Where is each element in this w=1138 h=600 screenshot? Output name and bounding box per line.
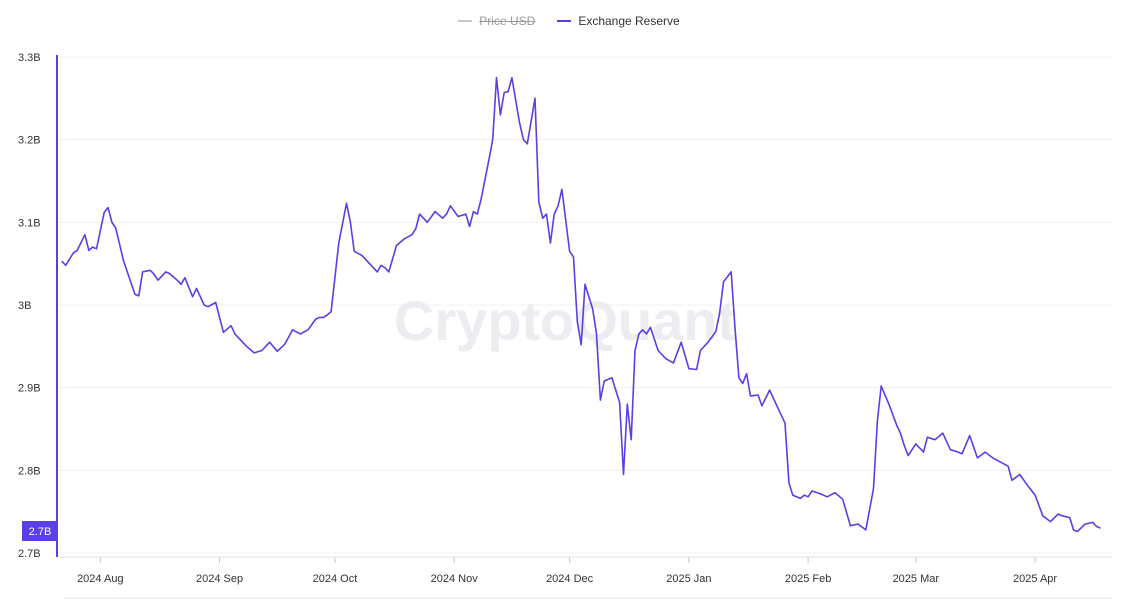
x-tick-label: 2024 Oct xyxy=(313,573,358,585)
x-tick-label: 2025 Jan xyxy=(666,573,711,585)
series-line-exchange-reserve[interactable] xyxy=(61,76,1101,533)
chart-gridlines xyxy=(58,56,1112,554)
y-tick-label: 3.1B xyxy=(18,217,41,229)
y-tick-label: 3.3B xyxy=(18,52,41,64)
current-value-badge-box xyxy=(22,521,58,541)
y-axis: 3.3B 3.2B 3.1B 3B 2.9B 2.8B 2.7B xyxy=(18,52,41,560)
legend-swatch-price-usd xyxy=(458,20,473,22)
legend-item-exchange-reserve[interactable]: Exchange Reserve xyxy=(557,14,680,28)
y-tick-label: 3.2B xyxy=(18,135,41,147)
legend-label-exchange-reserve: Exchange Reserve xyxy=(578,14,680,28)
current-value-badge: 2.7B xyxy=(22,521,58,541)
x-tick-label: 2024 Dec xyxy=(546,573,594,585)
x-axis: 2024 Aug 2024 Sep 2024 Oct 2024 Nov 2024 Dec… xyxy=(58,556,1112,585)
current-value-badge-text: 2.7B xyxy=(29,526,52,538)
watermark-logo: CryptoQuant xyxy=(394,289,736,352)
y-tick-label: 2.9B xyxy=(18,383,41,395)
x-tick-label: 2025 Mar xyxy=(893,573,940,585)
chart-legend: Price USD Exchange Reserve xyxy=(0,14,1138,28)
y-tick-label: 2.8B xyxy=(18,465,41,477)
x-tick-label: 2024 Sep xyxy=(196,573,243,585)
x-tick-label: 2025 Feb xyxy=(785,573,831,585)
legend-label-price-usd: Price USD xyxy=(479,14,536,28)
x-tick-label: 2024 Aug xyxy=(77,573,124,585)
y-tick-label: 3B xyxy=(18,300,31,312)
legend-swatch-exchange-reserve xyxy=(557,20,572,22)
y-tick-label: 2.7B xyxy=(18,548,41,560)
legend-item-price-usd[interactable]: Price USD xyxy=(458,14,535,28)
x-tick-label: 2025 Apr xyxy=(1013,573,1057,585)
x-tick-label: 2024 Nov xyxy=(431,573,479,585)
